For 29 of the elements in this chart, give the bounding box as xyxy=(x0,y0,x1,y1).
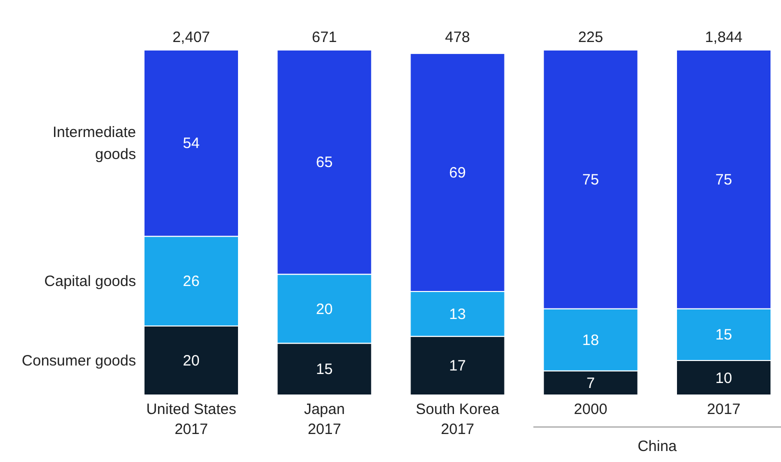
text: 225 xyxy=(578,29,604,46)
data-label: 65 xyxy=(316,154,333,172)
series-label: Intermediate goods xyxy=(52,124,136,164)
data-label: 69 xyxy=(449,164,466,182)
data-label: 15 xyxy=(316,361,333,378)
data-label: 15 xyxy=(715,326,732,344)
data-label: 13 xyxy=(449,306,466,323)
series-label: Capital goods xyxy=(44,273,136,290)
data-label: 17 xyxy=(449,358,466,375)
x-tick-label: Japan 2017 xyxy=(304,401,345,438)
data-label: 10 xyxy=(715,370,732,387)
data-label: 54 xyxy=(182,135,200,152)
data-label: 20 xyxy=(182,352,200,370)
data-label: 26 xyxy=(182,273,200,290)
data-label: 7 xyxy=(586,374,595,392)
text: 1,844 xyxy=(704,29,743,46)
text: 671 xyxy=(312,29,337,46)
text: China xyxy=(638,438,678,455)
x-tick-label: South Korea 2017 xyxy=(416,401,500,438)
text: 478 xyxy=(444,29,470,46)
series-label: Consumer goods xyxy=(22,352,136,370)
x-tick-label: United States 2017 xyxy=(146,401,236,438)
data-label: 75 xyxy=(582,171,599,188)
text: 2,407 xyxy=(172,29,210,46)
data-label: 18 xyxy=(582,332,599,349)
data-label: 20 xyxy=(316,300,333,318)
data-label: 75 xyxy=(715,171,732,188)
x-tick-label: 2017 xyxy=(707,401,740,418)
x-tick-label: 2000 xyxy=(574,401,608,418)
